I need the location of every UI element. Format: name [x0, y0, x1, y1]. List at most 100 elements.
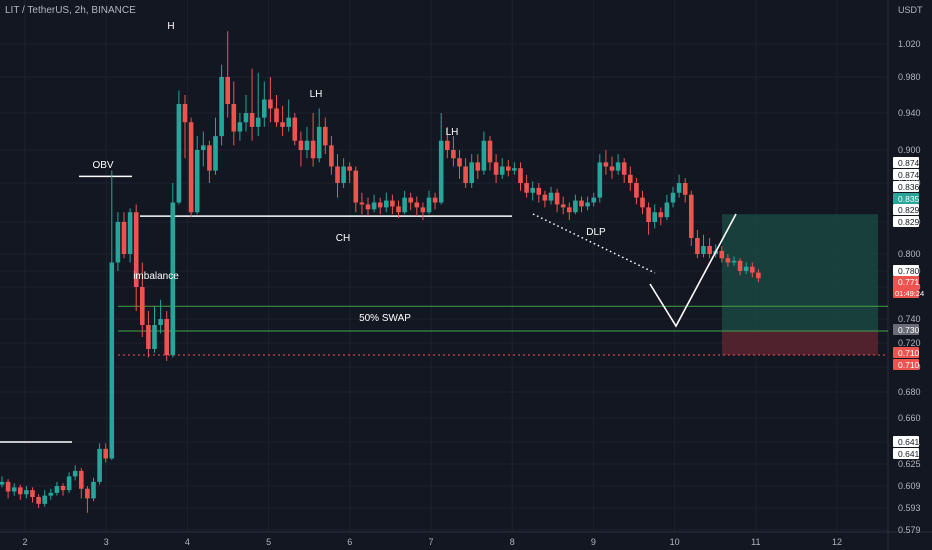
x-tick-12: 12: [832, 537, 842, 547]
candle-body-53: [323, 126, 328, 146]
candle-body-1: [5, 481, 11, 492]
chart-title: LIT / TetherUS, 2h, BINANCE: [5, 5, 136, 16]
annotation-50-swap: 50% SWAP: [359, 313, 411, 324]
candle-body-106: [646, 207, 651, 222]
candle-body-7: [42, 495, 47, 504]
candle-body-12: [72, 470, 78, 477]
candle-body-82: [499, 166, 505, 175]
candle-body-76: [463, 166, 468, 183]
candle-body-91: [554, 192, 560, 205]
candle-body-55: [335, 166, 340, 183]
price-tag-9: 0.710: [898, 348, 920, 358]
candles: [0, 31, 761, 513]
y-tick-0.609: 0.609: [898, 481, 921, 491]
candle-body-105: [640, 197, 645, 208]
annotation-lh: LH: [310, 89, 323, 100]
candle-body-39: [237, 122, 243, 132]
y-tick-0.800: 0.800: [898, 249, 921, 259]
price-tag-bg-0: [893, 157, 919, 168]
candle-body-88: [536, 187, 542, 195]
candle-body-48: [292, 117, 298, 141]
candle-body-29: [176, 104, 182, 203]
projection-path: [649, 213, 737, 328]
target-zone: [722, 214, 878, 331]
candle-body-62: [377, 202, 383, 208]
candle-body-5: [30, 490, 35, 497]
candle-body-122: [743, 266, 749, 271]
candle-body-6: [36, 497, 41, 504]
price-tag-0: 0.874: [898, 158, 920, 168]
candle-body-89: [542, 194, 548, 201]
candle-body-102: [621, 162, 627, 175]
annotation-lh: LH: [446, 127, 459, 138]
candle-body-59: [359, 202, 365, 205]
price-tag-10: 0.710: [898, 360, 920, 370]
x-tick-11: 11: [751, 537, 760, 547]
annotation-imbalance: imbalance: [133, 271, 179, 282]
candle-body-66: [402, 197, 407, 213]
candle-body-22: [133, 212, 139, 287]
candle-body-65: [396, 206, 401, 213]
candle-body-79: [481, 140, 487, 171]
candle-body-121: [737, 260, 743, 271]
candle-body-17: [103, 448, 108, 459]
annotation-obv: OBV: [92, 160, 113, 171]
candle-body-80: [487, 140, 493, 163]
candle-body-8: [48, 492, 54, 496]
candle-body-94: [573, 200, 578, 213]
candle-body-85: [518, 168, 523, 183]
price-tag-bg-12: [893, 448, 919, 459]
y-axis: 1.0200.9800.9400.9000.8600.8200.8000.780…: [893, 39, 924, 535]
x-tick-7: 7: [428, 537, 433, 547]
candle-body-109: [664, 202, 670, 218]
candle-body-61: [371, 202, 377, 210]
price-tag-5: 0.829: [898, 217, 920, 227]
candle-body-11: [66, 476, 72, 491]
candle-body-74: [451, 150, 456, 159]
candle-body-27: [164, 319, 169, 355]
candle-body-28: [170, 202, 176, 355]
x-tick-9: 9: [591, 537, 596, 547]
candle-body-68: [414, 202, 420, 208]
x-tick-8: 8: [510, 537, 515, 547]
price-tag-bg-4: [893, 204, 919, 215]
y-tick-1.020: 1.020: [898, 39, 921, 49]
y-tick-0.579: 0.579: [898, 525, 921, 535]
candle-body-16: [97, 448, 102, 482]
candle-body-58: [353, 170, 359, 203]
candle-body-21: [127, 212, 133, 254]
price-tag-4: 0.829: [898, 205, 920, 215]
price-tag-bg-6: [893, 265, 919, 276]
candle-body-2: [11, 487, 17, 492]
y-tick-0.680: 0.680: [898, 387, 921, 397]
candle-body-38: [231, 104, 237, 132]
dlp-trendline: [532, 213, 656, 274]
candle-body-30: [182, 104, 188, 123]
price-tag-2: 0.836: [898, 182, 920, 192]
candle-body-31: [188, 122, 194, 213]
candle-body-14: [85, 488, 90, 499]
candle-body-81: [493, 162, 499, 175]
candle-body-84: [512, 168, 517, 171]
candle-body-69: [420, 207, 426, 213]
candle-body-19: [115, 222, 121, 263]
candle-body-108: [658, 212, 664, 218]
candle-body-95: [579, 200, 584, 207]
candle-body-9: [54, 486, 60, 493]
annotation-h: H: [167, 21, 174, 32]
candle-body-33: [201, 145, 206, 150]
x-axis: 2 3 4 5 6 7 8 9 10 11 12: [22, 537, 842, 547]
candle-body-116: [707, 246, 712, 254]
candle-body-3: [18, 487, 23, 495]
price-tag-bg-2: [893, 181, 919, 192]
candle-body-45: [274, 108, 279, 123]
price-tag-3: 0.835: [898, 194, 920, 204]
candle-body-75: [457, 158, 462, 167]
candle-body-119: [725, 258, 731, 263]
stop-zone: [722, 331, 878, 355]
candle-body-0: [0, 481, 5, 485]
candle-body-97: [591, 197, 596, 203]
price-tag-7: 0.771: [898, 277, 920, 287]
candle-body-41: [249, 113, 255, 127]
